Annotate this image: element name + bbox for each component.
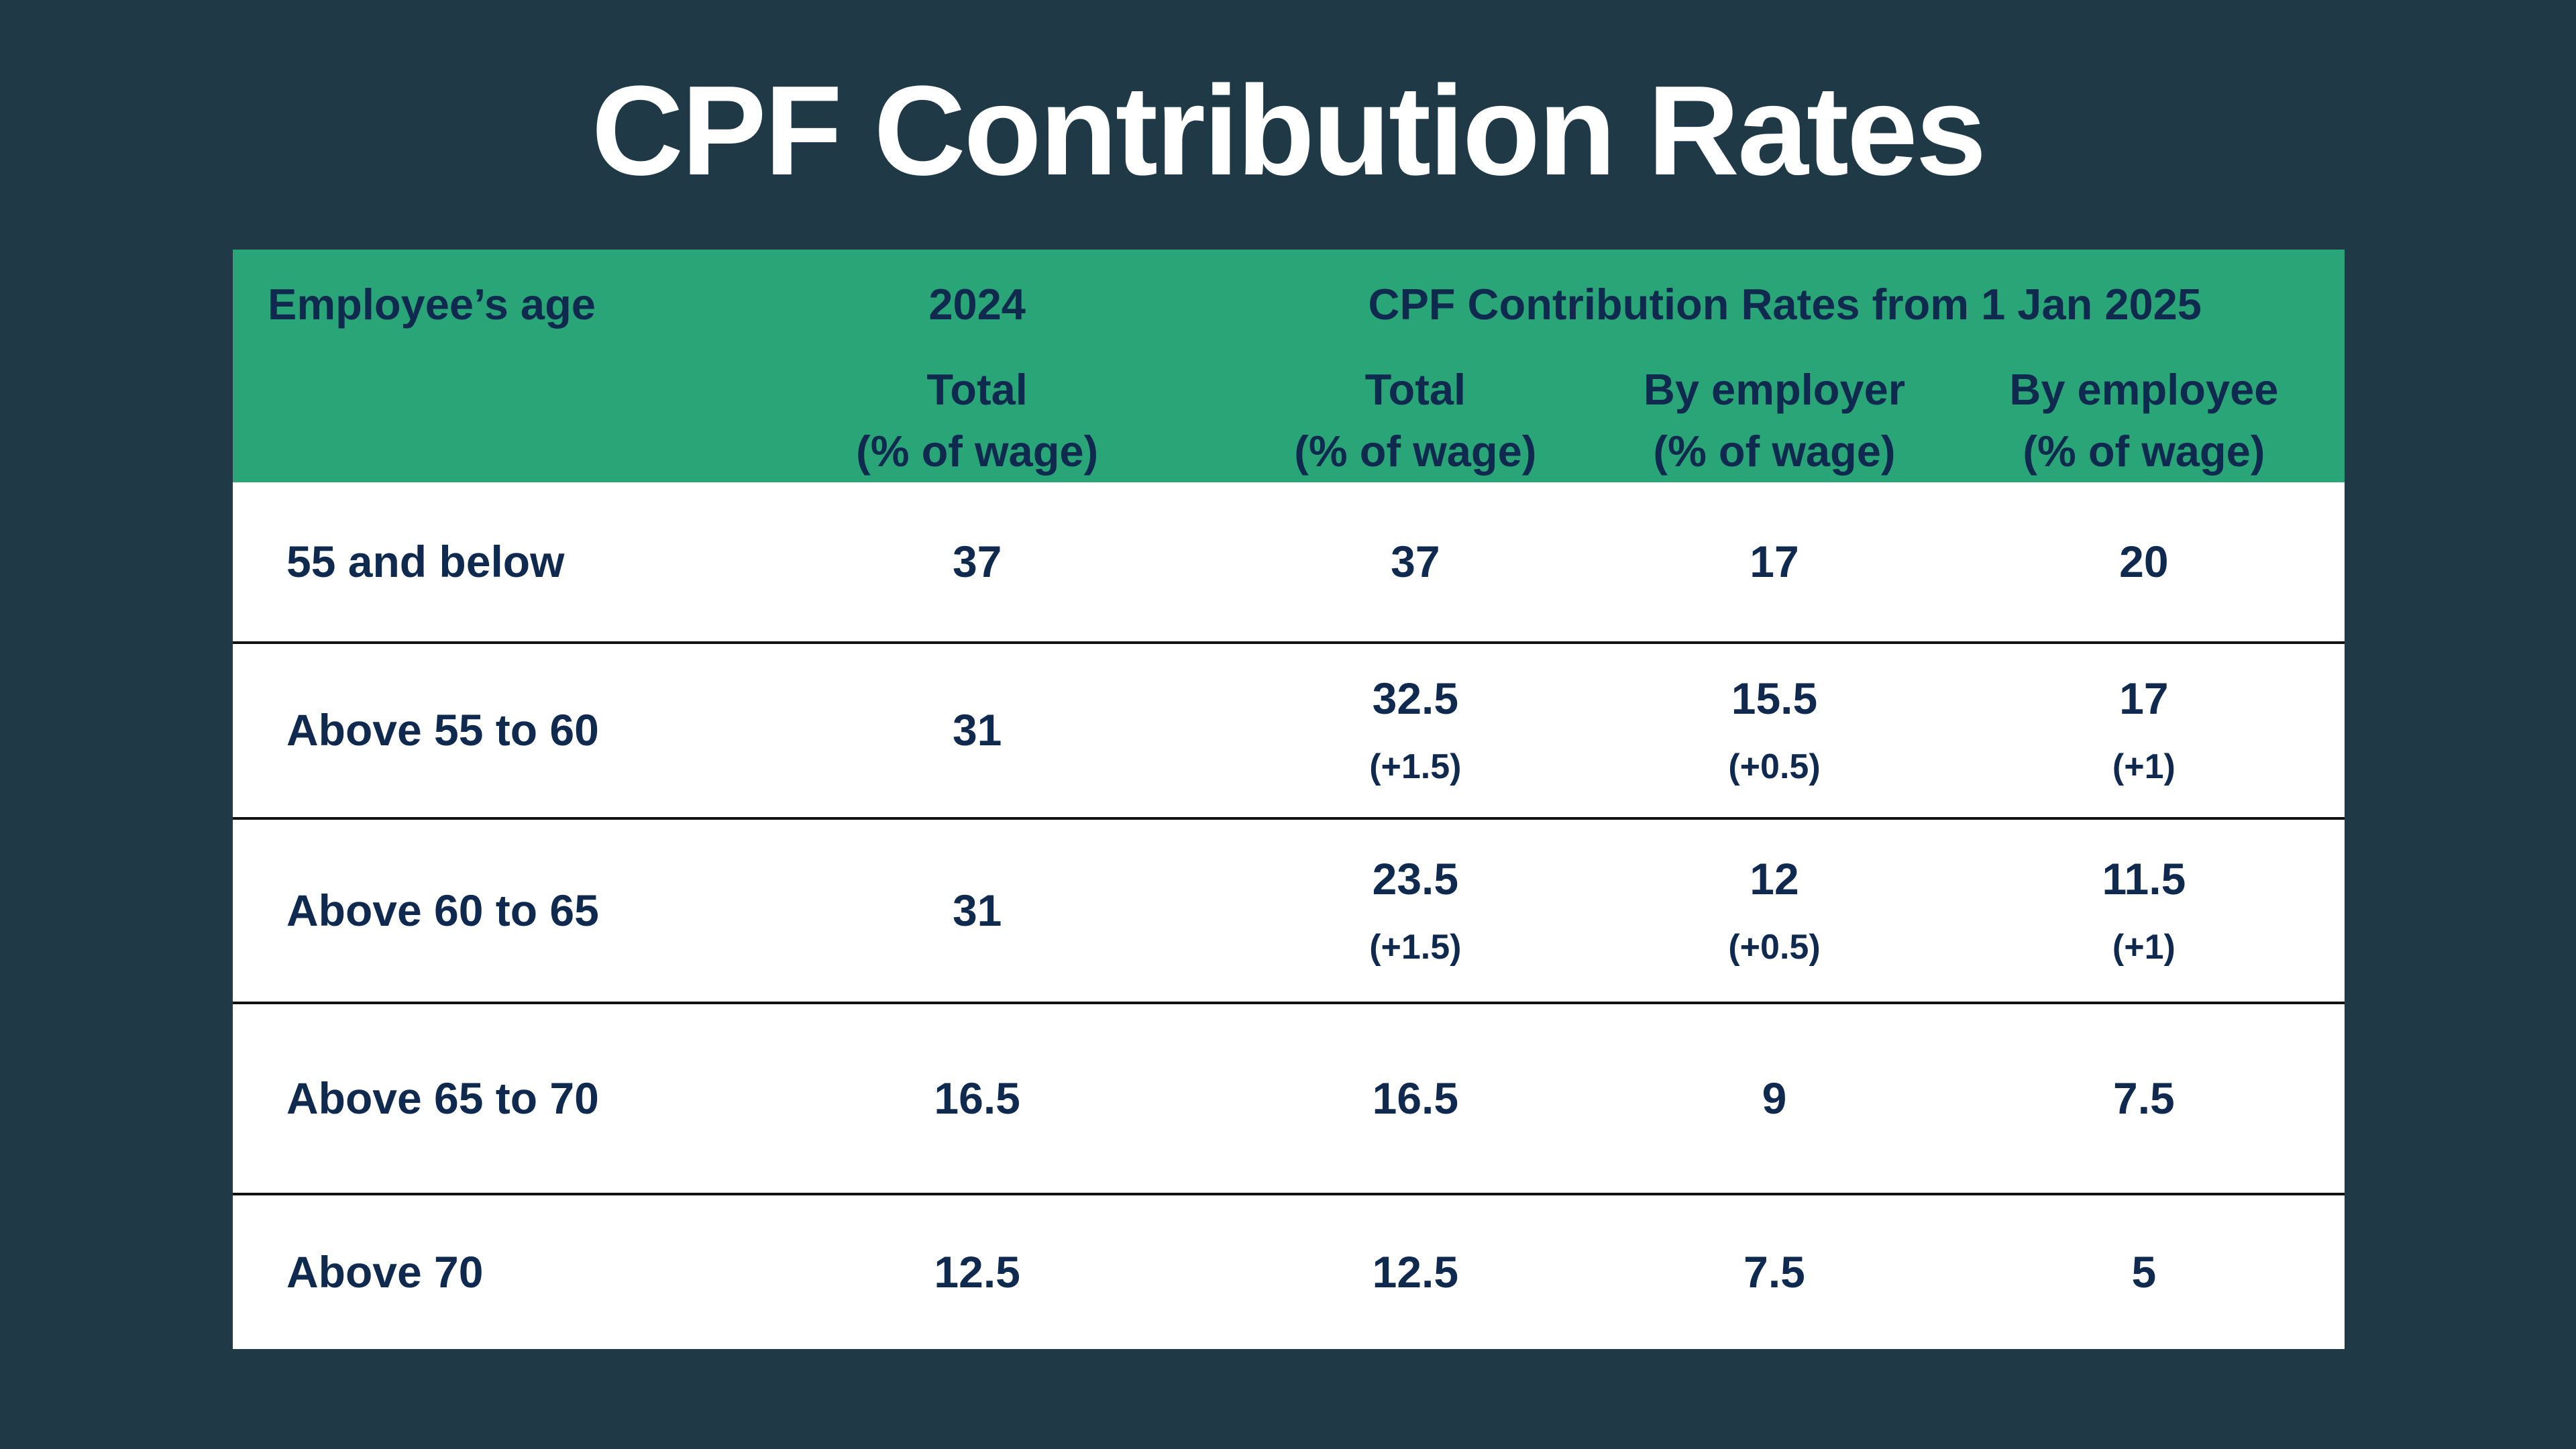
rate-value: 15.5: [1731, 674, 1818, 724]
employee-cell: 17 (+1): [1943, 644, 2345, 817]
total-2024-cell: 12.5: [729, 1195, 1226, 1349]
rate-delta: (+1.5): [1369, 927, 1462, 967]
rate-delta: (+1.5): [1369, 747, 1462, 787]
rate-value: 20: [2119, 536, 2169, 586]
subheader-unit: (% of wage): [2023, 427, 2265, 476]
total-2025-cell: 37: [1226, 482, 1606, 641]
total-2025-cell: 23.5 (+1.5): [1226, 820, 1606, 1002]
rate-value: 16.5: [934, 1073, 1020, 1123]
table-row: Above 70 12.5 12.5 7.5 5: [233, 1193, 2345, 1349]
rate-value: 37: [952, 536, 1002, 586]
rate-value: 32.5: [1372, 674, 1459, 724]
age-cell: Above 60 to 65: [286, 885, 599, 935]
subheader-label: Total: [926, 364, 1028, 414]
rate-value: 5: [2131, 1246, 2157, 1297]
subheader-unit: (% of wage): [1294, 427, 1537, 476]
total-2024-cell: 31: [729, 644, 1226, 817]
col-header-2024: 2024: [928, 279, 1026, 329]
rate-value: 16.5: [1372, 1073, 1459, 1123]
subheader-label: By employer: [1643, 364, 1906, 414]
subheader-label: Total: [1364, 364, 1466, 414]
employer-cell: 12 (+0.5): [1605, 820, 1943, 1002]
employer-cell: 7.5: [1605, 1195, 1943, 1349]
age-cell: Above 65 to 70: [286, 1073, 599, 1123]
rate-value: 31: [952, 705, 1002, 755]
rate-delta: (+1): [2112, 927, 2176, 967]
total-2024-cell: 37: [729, 482, 1226, 641]
rate-value: 12.5: [934, 1246, 1020, 1297]
col-subheader-by-employee: By employee (% of wage): [1943, 359, 2345, 482]
col-subheader-2025-total: Total (% of wage): [1226, 359, 1606, 482]
age-cell: 55 and below: [286, 536, 565, 586]
table-row: Above 60 to 65 31 23.5 (+1.5) 12 (+0.5) …: [233, 817, 2345, 1002]
table-row: 55 and below 37 37 17 20: [233, 482, 2345, 641]
subheader-unit: (% of wage): [856, 427, 1099, 476]
employer-cell: 17: [1605, 482, 1943, 641]
rate-value: 9: [1762, 1073, 1787, 1123]
table-row: Above 55 to 60 31 32.5 (+1.5) 15.5 (+0.5…: [233, 641, 2345, 817]
table-row: Above 65 to 70 16.5 16.5 9 7.5: [233, 1002, 2345, 1193]
rate-value: 12.5: [1372, 1246, 1459, 1297]
total-2024-cell: 31: [729, 820, 1226, 1002]
rate-delta: (+0.5): [1728, 927, 1821, 967]
col-subheader-2024-total: Total (% of wage): [729, 359, 1226, 482]
subheader-unit: (% of wage): [1653, 427, 1896, 476]
age-cell: Above 55 to 60: [286, 705, 599, 755]
employee-cell: 20: [1943, 482, 2345, 641]
rate-value: 7.5: [2113, 1073, 2175, 1123]
employee-cell: 7.5: [1943, 1004, 2345, 1193]
employee-cell: 5: [1943, 1195, 2345, 1349]
total-2025-cell: 12.5: [1226, 1195, 1606, 1349]
rate-value: 31: [952, 885, 1002, 935]
age-cell: Above 70: [286, 1246, 484, 1297]
employer-cell: 15.5 (+0.5): [1605, 644, 1943, 817]
col-header-2025-group: CPF Contribution Rates from 1 Jan 2025: [1368, 279, 2202, 329]
rate-delta: (+0.5): [1728, 747, 1821, 787]
rate-value: 12: [1750, 853, 1799, 904]
rate-value: 17: [2119, 674, 2169, 724]
total-2024-cell: 16.5: [729, 1004, 1226, 1193]
table-body: 55 and below 37 37 17 20 Above 5: [233, 482, 2345, 1349]
page-title: CPF Contribution Rates: [591, 60, 1987, 202]
rate-delta: (+1): [2112, 747, 2176, 787]
employer-cell: 9: [1605, 1004, 1943, 1193]
cpf-rates-table: Employee’s age 2024 CPF Contribution Rat…: [233, 250, 2345, 1349]
rate-value: 37: [1391, 536, 1440, 586]
col-header-employee-age: Employee’s age: [268, 279, 596, 329]
rate-value: 23.5: [1372, 853, 1459, 904]
total-2025-cell: 32.5 (+1.5): [1226, 644, 1606, 817]
employee-cell: 11.5 (+1): [1943, 820, 2345, 1002]
rate-value: 17: [1750, 536, 1799, 586]
table-header: Employee’s age 2024 CPF Contribution Rat…: [233, 250, 2345, 482]
rate-value: 7.5: [1743, 1246, 1805, 1297]
rate-value: 11.5: [2102, 853, 2186, 904]
col-subheader-by-employer: By employer (% of wage): [1605, 359, 1943, 482]
col-subheader-spacer: [233, 359, 729, 482]
total-2025-cell: 16.5: [1226, 1004, 1606, 1193]
subheader-label: By employee: [2009, 364, 2279, 414]
